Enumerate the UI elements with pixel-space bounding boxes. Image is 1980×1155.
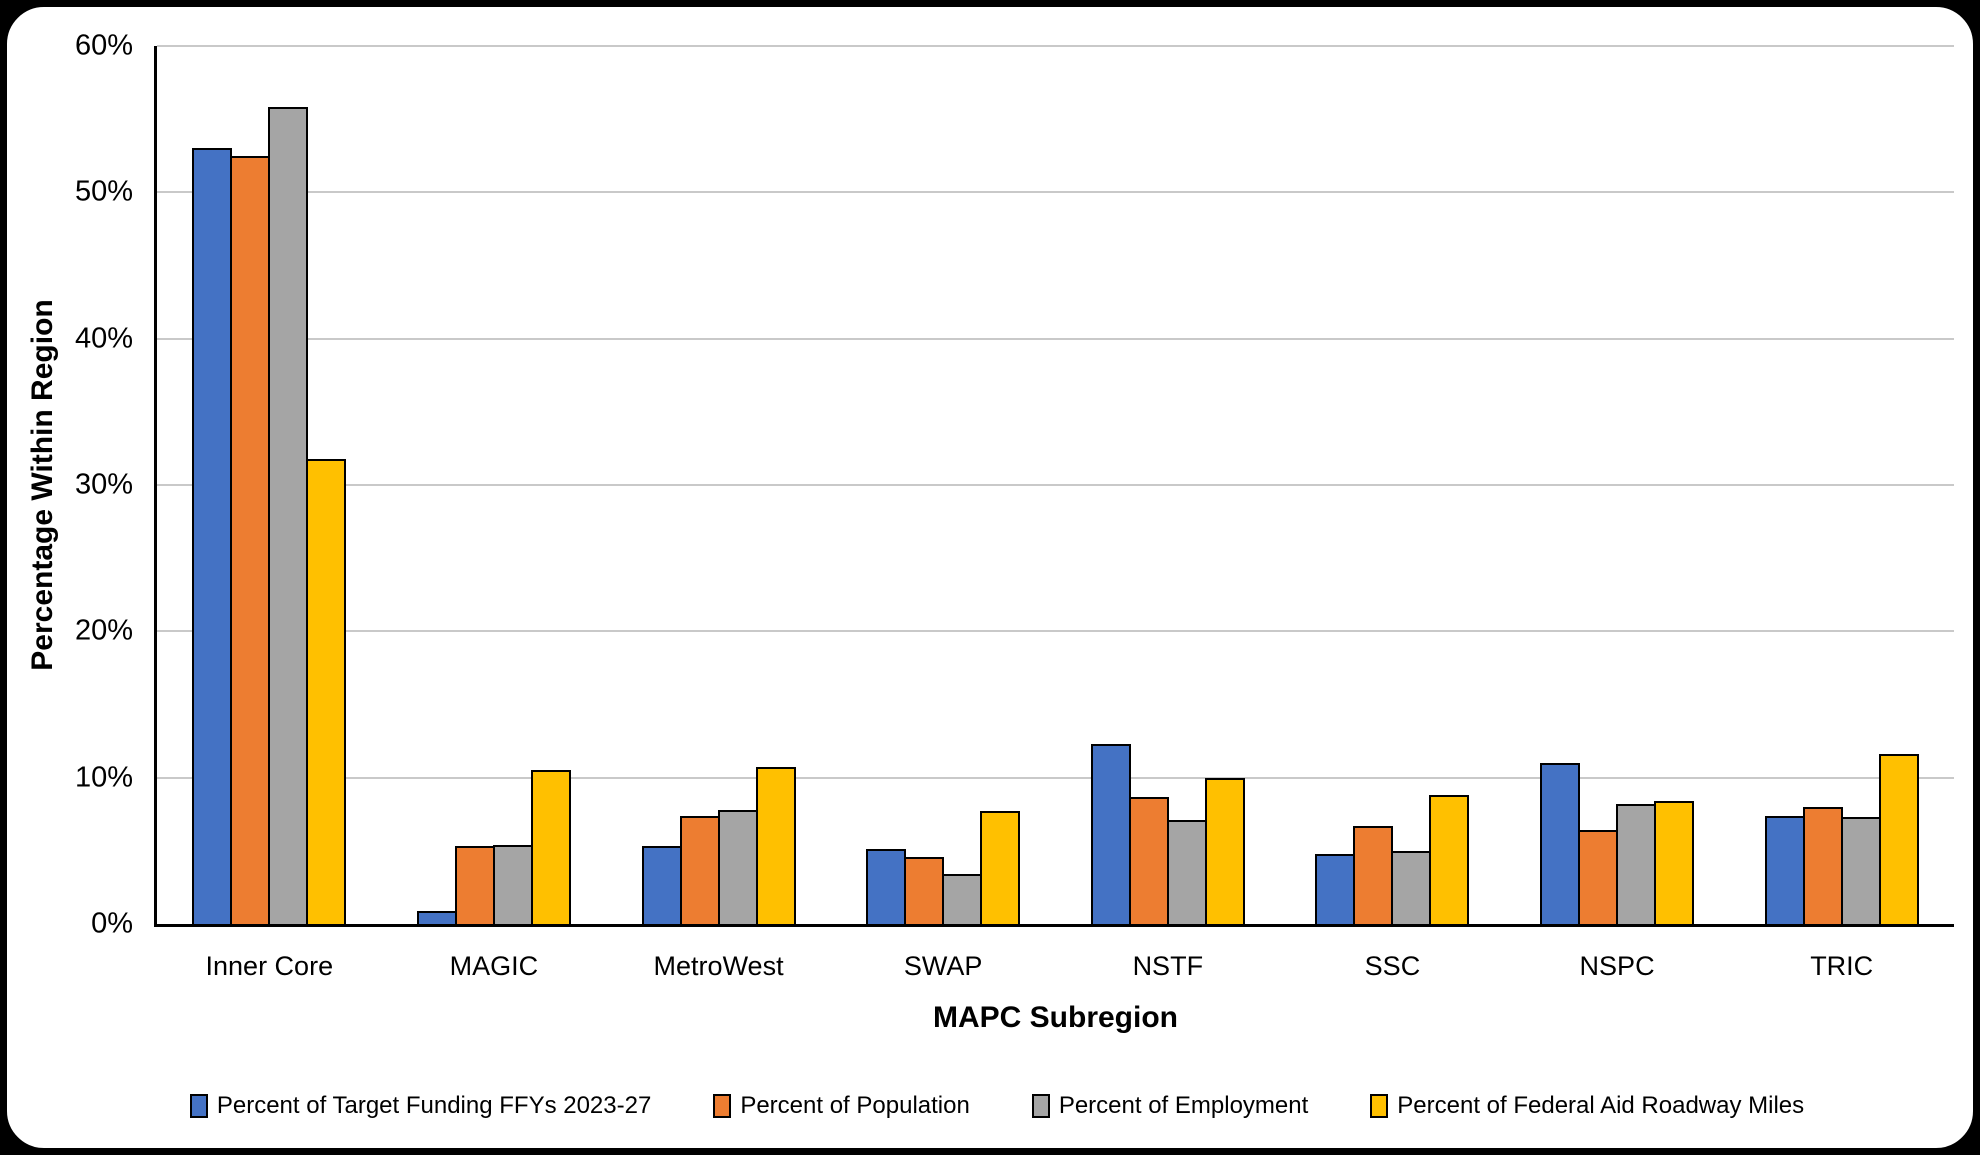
bar-percent-of-population-inner-core	[230, 156, 271, 924]
x-label-inner-core: Inner Core	[205, 951, 334, 981]
gridline-40	[157, 337, 1954, 340]
bar-percent-of-employment-metrowest	[717, 810, 758, 924]
legend-item-percent-of-employment: Percent of Employment	[1031, 1092, 1309, 1120]
x-label-swap: SWAP	[903, 951, 983, 981]
x-axis-line	[154, 924, 1954, 927]
legend-swatch-icon	[713, 1094, 732, 1118]
legend-label: Percent of Target Funding FFYs 2023-27	[216, 1092, 652, 1119]
legend-label: Percent of Federal Aid Roadway Miles	[1397, 1092, 1805, 1119]
bar-percent-of-population-nspc	[1578, 830, 1619, 924]
bar-percent-of-target-funding-ffys-2023-27-magic	[416, 911, 457, 924]
y-tick-label-40pct: 40%	[74, 322, 133, 355]
bar-percent-of-target-funding-ffys-2023-27-swap	[866, 849, 907, 924]
y-tick-label-30pct: 30%	[74, 468, 133, 501]
legend-swatch-icon	[1370, 1094, 1389, 1118]
bar-group-magic	[382, 46, 607, 924]
legend-item-percent-of-federal-aid-roadway-miles: Percent of Federal Aid Roadway Miles	[1370, 1092, 1804, 1120]
gridline-50	[157, 191, 1954, 194]
y-tick-label-60pct: 60%	[74, 29, 133, 62]
x-label-nstf: NSTF	[1132, 951, 1204, 981]
bar-percent-of-target-funding-ffys-2023-27-nspc	[1540, 763, 1581, 924]
x-label-tric: TRIC	[1810, 951, 1874, 981]
bar-percent-of-population-ssc	[1353, 826, 1394, 924]
bar-percent-of-population-tric	[1802, 807, 1843, 924]
y-axis-tick-labels: 0% 10% 20% 30% 40% 50% 60%	[55, 30, 145, 940]
bar-group-nstf	[1056, 46, 1281, 924]
bar-group-nspc	[1505, 46, 1730, 924]
legend-swatch-icon	[1031, 1094, 1050, 1118]
x-label-magic: MAGIC	[449, 951, 539, 981]
bar-percent-of-population-metrowest	[679, 816, 720, 924]
bar-group-inner-core	[157, 46, 382, 924]
bar-percent-of-employment-ssc	[1391, 851, 1432, 924]
bar-percent-of-population-nstf	[1128, 797, 1169, 924]
y-tick-label-0pct: 0%	[91, 907, 133, 940]
legend-item-percent-of-target-funding-ffys-2023-27: Percent of Target Funding FFYs 2023-27	[189, 1092, 652, 1120]
bar-percent-of-target-funding-ffys-2023-27-tric	[1764, 816, 1805, 924]
x-axis-title: MAPC Subregion	[933, 1001, 1178, 1034]
bar-percent-of-employment-tric	[1840, 817, 1881, 924]
x-label-nspc: NSPC	[1579, 951, 1655, 981]
bar-percent-of-federal-aid-roadway-miles-nspc	[1654, 801, 1695, 924]
y-axis-line	[154, 46, 157, 924]
gridline-20	[157, 630, 1954, 633]
bar-group-swap	[831, 46, 1056, 924]
bar-percent-of-employment-inner-core	[268, 107, 309, 924]
bar-percent-of-federal-aid-roadway-miles-metrowest	[755, 767, 796, 924]
bar-percent-of-federal-aid-roadway-miles-tric	[1878, 754, 1919, 924]
legend-item-percent-of-population: Percent of Population	[713, 1092, 970, 1120]
bar-percent-of-federal-aid-roadway-miles-swap	[980, 811, 1021, 924]
legend-label: Percent of Population	[740, 1092, 970, 1119]
bar-group-metrowest	[606, 46, 831, 924]
bar-percent-of-employment-magic	[492, 845, 533, 924]
x-label-ssc: SSC	[1364, 951, 1421, 981]
y-tick-label-10pct: 10%	[74, 761, 133, 794]
x-axis-category-labels: Inner Core MAGIC MetroWest SWAP NSTF SSC NSPC T…	[157, 951, 1954, 982]
bar-percent-of-federal-aid-roadway-miles-ssc	[1429, 795, 1470, 924]
bar-group-tric	[1729, 46, 1954, 924]
legend-swatch-icon	[189, 1094, 208, 1118]
gridline-30	[157, 484, 1954, 486]
y-tick-label-50pct: 50%	[74, 175, 133, 208]
bar-percent-of-federal-aid-roadway-miles-inner-core	[306, 459, 347, 924]
bar-groups	[157, 46, 1954, 924]
plot-area	[154, 45, 1954, 927]
bar-percent-of-target-funding-ffys-2023-27-nstf	[1090, 744, 1131, 924]
y-tick-label-20pct: 20%	[74, 614, 133, 647]
bar-percent-of-federal-aid-roadway-miles-magic	[530, 770, 571, 924]
chart-legend: Percent of Target Funding FFYs 2023-27 Pe…	[7, 1092, 1980, 1120]
bar-percent-of-population-magic	[454, 846, 495, 924]
bar-percent-of-employment-nspc	[1616, 804, 1657, 924]
bar-percent-of-employment-nstf	[1166, 820, 1207, 924]
bar-percent-of-target-funding-ffys-2023-27-metrowest	[641, 846, 682, 924]
bar-percent-of-employment-swap	[942, 874, 983, 924]
bar-group-ssc	[1280, 46, 1505, 924]
gridline-10	[157, 776, 1954, 779]
bar-percent-of-target-funding-ffys-2023-27-inner-core	[192, 148, 233, 924]
gridline-60	[157, 45, 1954, 47]
x-label-metrowest: MetroWest	[653, 951, 784, 981]
bar-percent-of-federal-aid-roadway-miles-nstf	[1204, 778, 1245, 924]
bar-percent-of-target-funding-ffys-2023-27-ssc	[1315, 854, 1356, 924]
bar-percent-of-population-swap	[904, 857, 945, 924]
legend-label: Percent of Employment	[1058, 1092, 1309, 1119]
